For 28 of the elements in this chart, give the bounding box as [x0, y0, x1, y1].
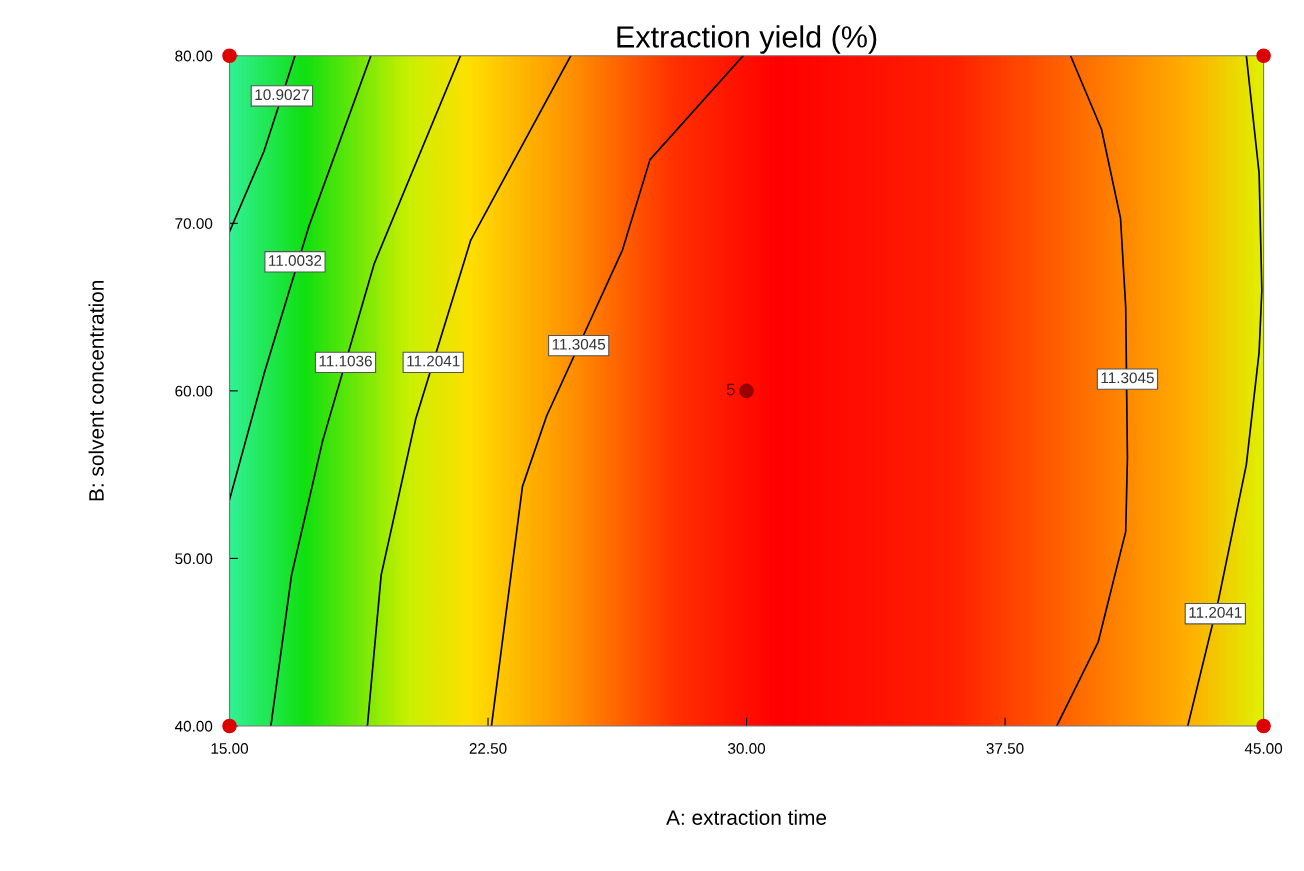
line-series — [229, 55, 372, 501]
annotation: 11.3045 — [1101, 372, 1154, 384]
point — [222, 718, 237, 734]
annotation: 5 — [726, 383, 735, 396]
annotation: 11.3045 — [552, 338, 606, 350]
x-tick-label: 22.50 — [469, 743, 507, 754]
annotation: 11.2041 — [407, 355, 460, 367]
point — [1256, 718, 1271, 734]
y-axis-title: B: solvent concentration — [88, 281, 104, 501]
y-tick-label: 80.00 — [175, 50, 213, 62]
annotation: 11.1036 — [319, 355, 372, 367]
line-series — [490, 55, 744, 726]
chart-title: Extraction yield (%) — [617, 25, 877, 54]
point — [1256, 48, 1271, 64]
x-tick-label: 30.00 — [728, 743, 766, 754]
x-axis-title: A: extraction time — [666, 809, 827, 825]
x-tick-label: 45.00 — [1244, 743, 1283, 754]
y-tick-label: 70.00 — [175, 218, 213, 229]
x-tick-label: 15.00 — [211, 743, 249, 754]
x-tick-label: 37.50 — [986, 743, 1024, 754]
y-tick-label: 50.00 — [175, 553, 213, 565]
point — [739, 383, 754, 399]
annotation: 11.0032 — [269, 255, 322, 266]
y-tick-label: 40.00 — [174, 720, 213, 732]
point — [222, 48, 237, 64]
annotation: 11.2041 — [1189, 607, 1242, 618]
y-tick-label: 60.00 — [175, 385, 213, 397]
annotation: 10.9027 — [255, 89, 309, 101]
